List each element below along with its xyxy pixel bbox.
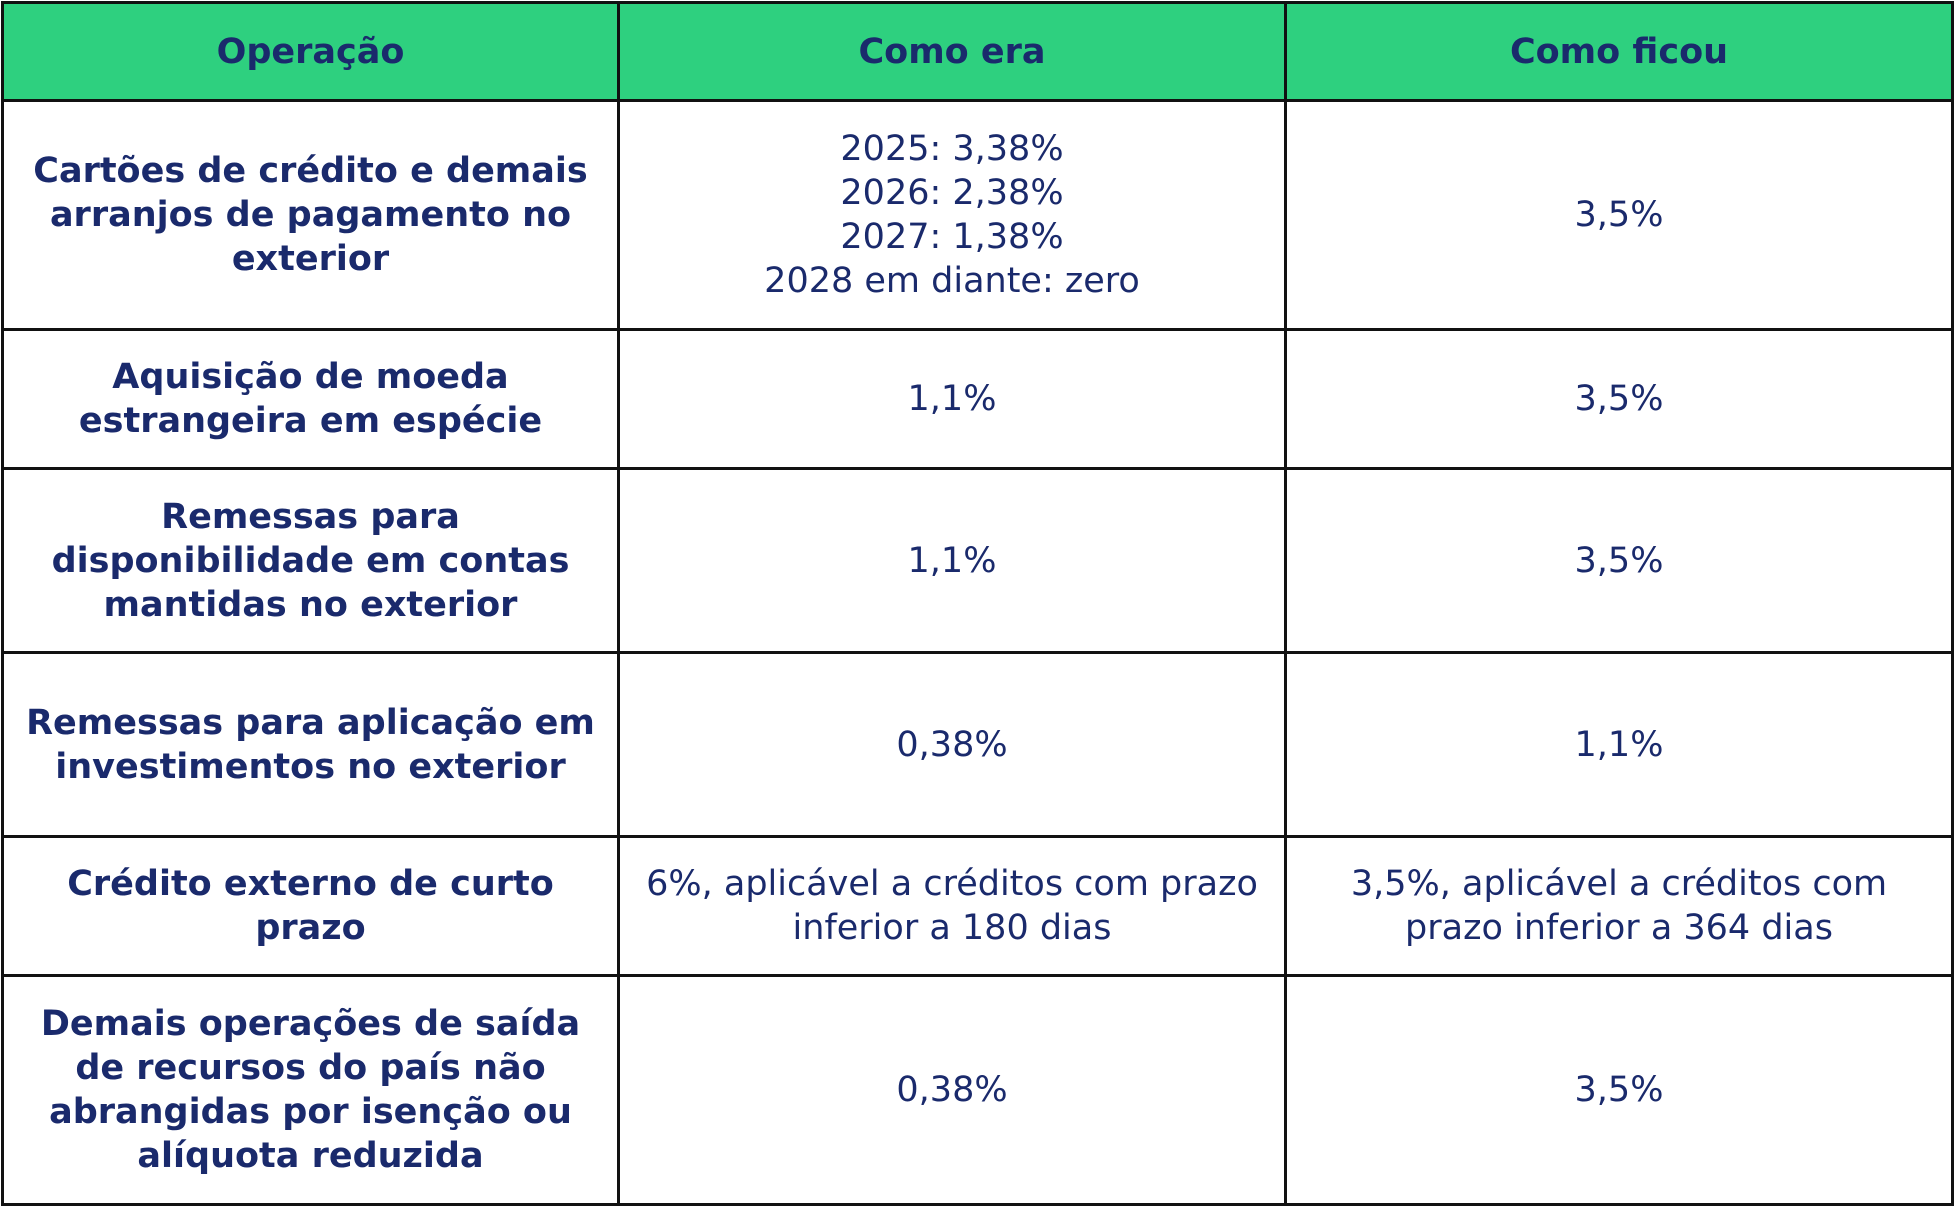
table-row: Cartões de crédito e demais arranjos de …: [1, 99, 1954, 331]
header-como-era: Como era: [617, 1, 1287, 102]
table-row: Demais operações de saída de recursos do…: [1, 974, 1954, 1206]
previous-rate-cell: 0,38%: [617, 651, 1287, 838]
header-operacao: Operação: [1, 1, 620, 102]
table-row: Aquisição de moeda estrangeira em espéci…: [1, 328, 1954, 470]
operation-cell: Demais operações de saída de recursos do…: [1, 974, 620, 1206]
table-row: Crédito externo de curto prazo 6%, aplic…: [1, 835, 1954, 977]
operation-cell: Remessas para disponibilidade em contas …: [1, 467, 620, 654]
header-como-ficou: Como ficou: [1284, 1, 1954, 102]
previous-rate-cell: 1,1%: [617, 328, 1287, 470]
previous-rate-cell: 6%, aplicável a créditos com prazo infer…: [617, 835, 1287, 977]
new-rate-cell: 3,5%, aplicável a créditos com prazo inf…: [1284, 835, 1954, 977]
new-rate-cell: 3,5%: [1284, 99, 1954, 331]
table-row: Remessas para aplicação em investimentos…: [1, 651, 1954, 838]
previous-rate-cell: 2025: 3,38% 2026: 2,38% 2027: 1,38% 2028…: [617, 99, 1287, 331]
operation-cell: Crédito externo de curto prazo: [1, 835, 620, 977]
table-row: Remessas para disponibilidade em contas …: [1, 467, 1954, 654]
new-rate-cell: 3,5%: [1284, 328, 1954, 470]
operation-cell: Remessas para aplicação em investimentos…: [1, 651, 620, 838]
operation-cell: Cartões de crédito e demais arranjos de …: [1, 99, 620, 331]
new-rate-cell: 3,5%: [1284, 974, 1954, 1206]
previous-rate-cell: 1,1%: [617, 467, 1287, 654]
previous-rate-line: 2025: 3,38%: [840, 129, 1064, 169]
new-rate-cell: 3,5%: [1284, 467, 1954, 654]
header-row: Operação Como era Como ficou: [1, 1, 1954, 102]
operation-cell: Aquisição de moeda estrangeira em espéci…: [1, 328, 620, 470]
previous-rate-cell: 0,38%: [617, 974, 1287, 1206]
new-rate-cell: 1,1%: [1284, 651, 1954, 838]
previous-rate-line: 2027: 1,38%: [840, 217, 1064, 257]
previous-rate-line: 2026: 2,38%: [840, 173, 1064, 213]
previous-rate-line: 2028 em diante: zero: [764, 261, 1140, 301]
